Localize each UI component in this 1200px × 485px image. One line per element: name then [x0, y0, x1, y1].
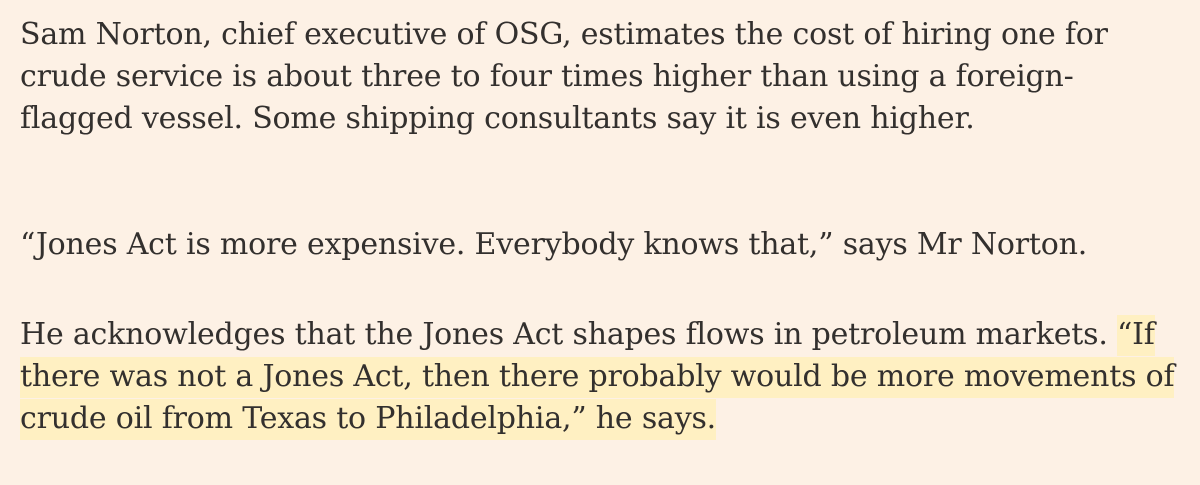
paragraph-sam-norton-estimate: Sam Norton, chief executive of OSG, esti… — [20, 17, 1108, 136]
paragraph-plain-text: He acknowledges that the Jones Act shape… — [20, 317, 1118, 352]
paragraph-jones-act-expensive-quote: “Jones Act is more expensive. Everybody … — [20, 227, 1088, 262]
paragraph-petroleum-flows: He acknowledges that the Jones Act shape… — [20, 314, 1180, 440]
